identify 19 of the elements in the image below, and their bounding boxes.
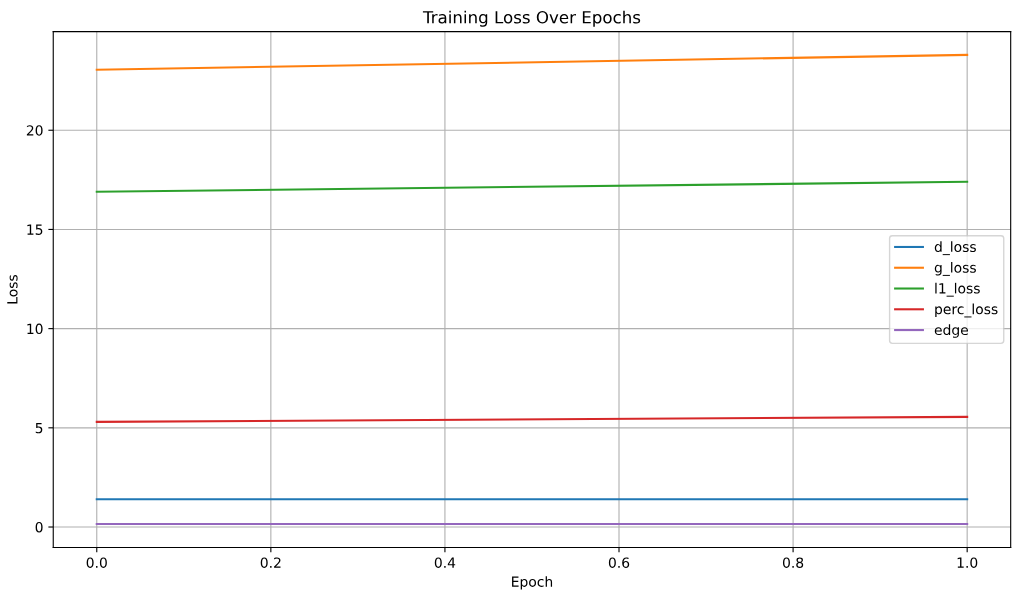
chart-title: Training Loss Over Epochs <box>422 10 641 27</box>
y-tick-label: 20 <box>26 125 43 136</box>
x-tick-label: 0.4 <box>434 557 456 568</box>
x-axis-title: Epoch <box>512 576 553 590</box>
legend-label: g_loss <box>934 262 976 276</box>
legend-label: l1_loss <box>935 282 980 297</box>
x-tick-label: 0.2 <box>260 557 281 568</box>
legend-label: perc_loss <box>935 303 998 318</box>
y-tick-label: 0 <box>35 521 43 533</box>
y-tick-label: 15 <box>27 224 43 235</box>
x-tick-label: 0.0 <box>86 557 107 568</box>
x-tick-label: 1.0 <box>957 557 978 568</box>
y-tick-label: 5 <box>35 422 43 434</box>
legend-label: edge <box>934 324 968 338</box>
y-axis-title: Loss <box>7 274 18 304</box>
x-tick-label: 0.6 <box>608 557 630 568</box>
x-tick-label: 0.8 <box>782 557 804 568</box>
legend-label: d_loss <box>934 241 976 256</box>
y-tick-label: 10 <box>27 323 43 335</box>
